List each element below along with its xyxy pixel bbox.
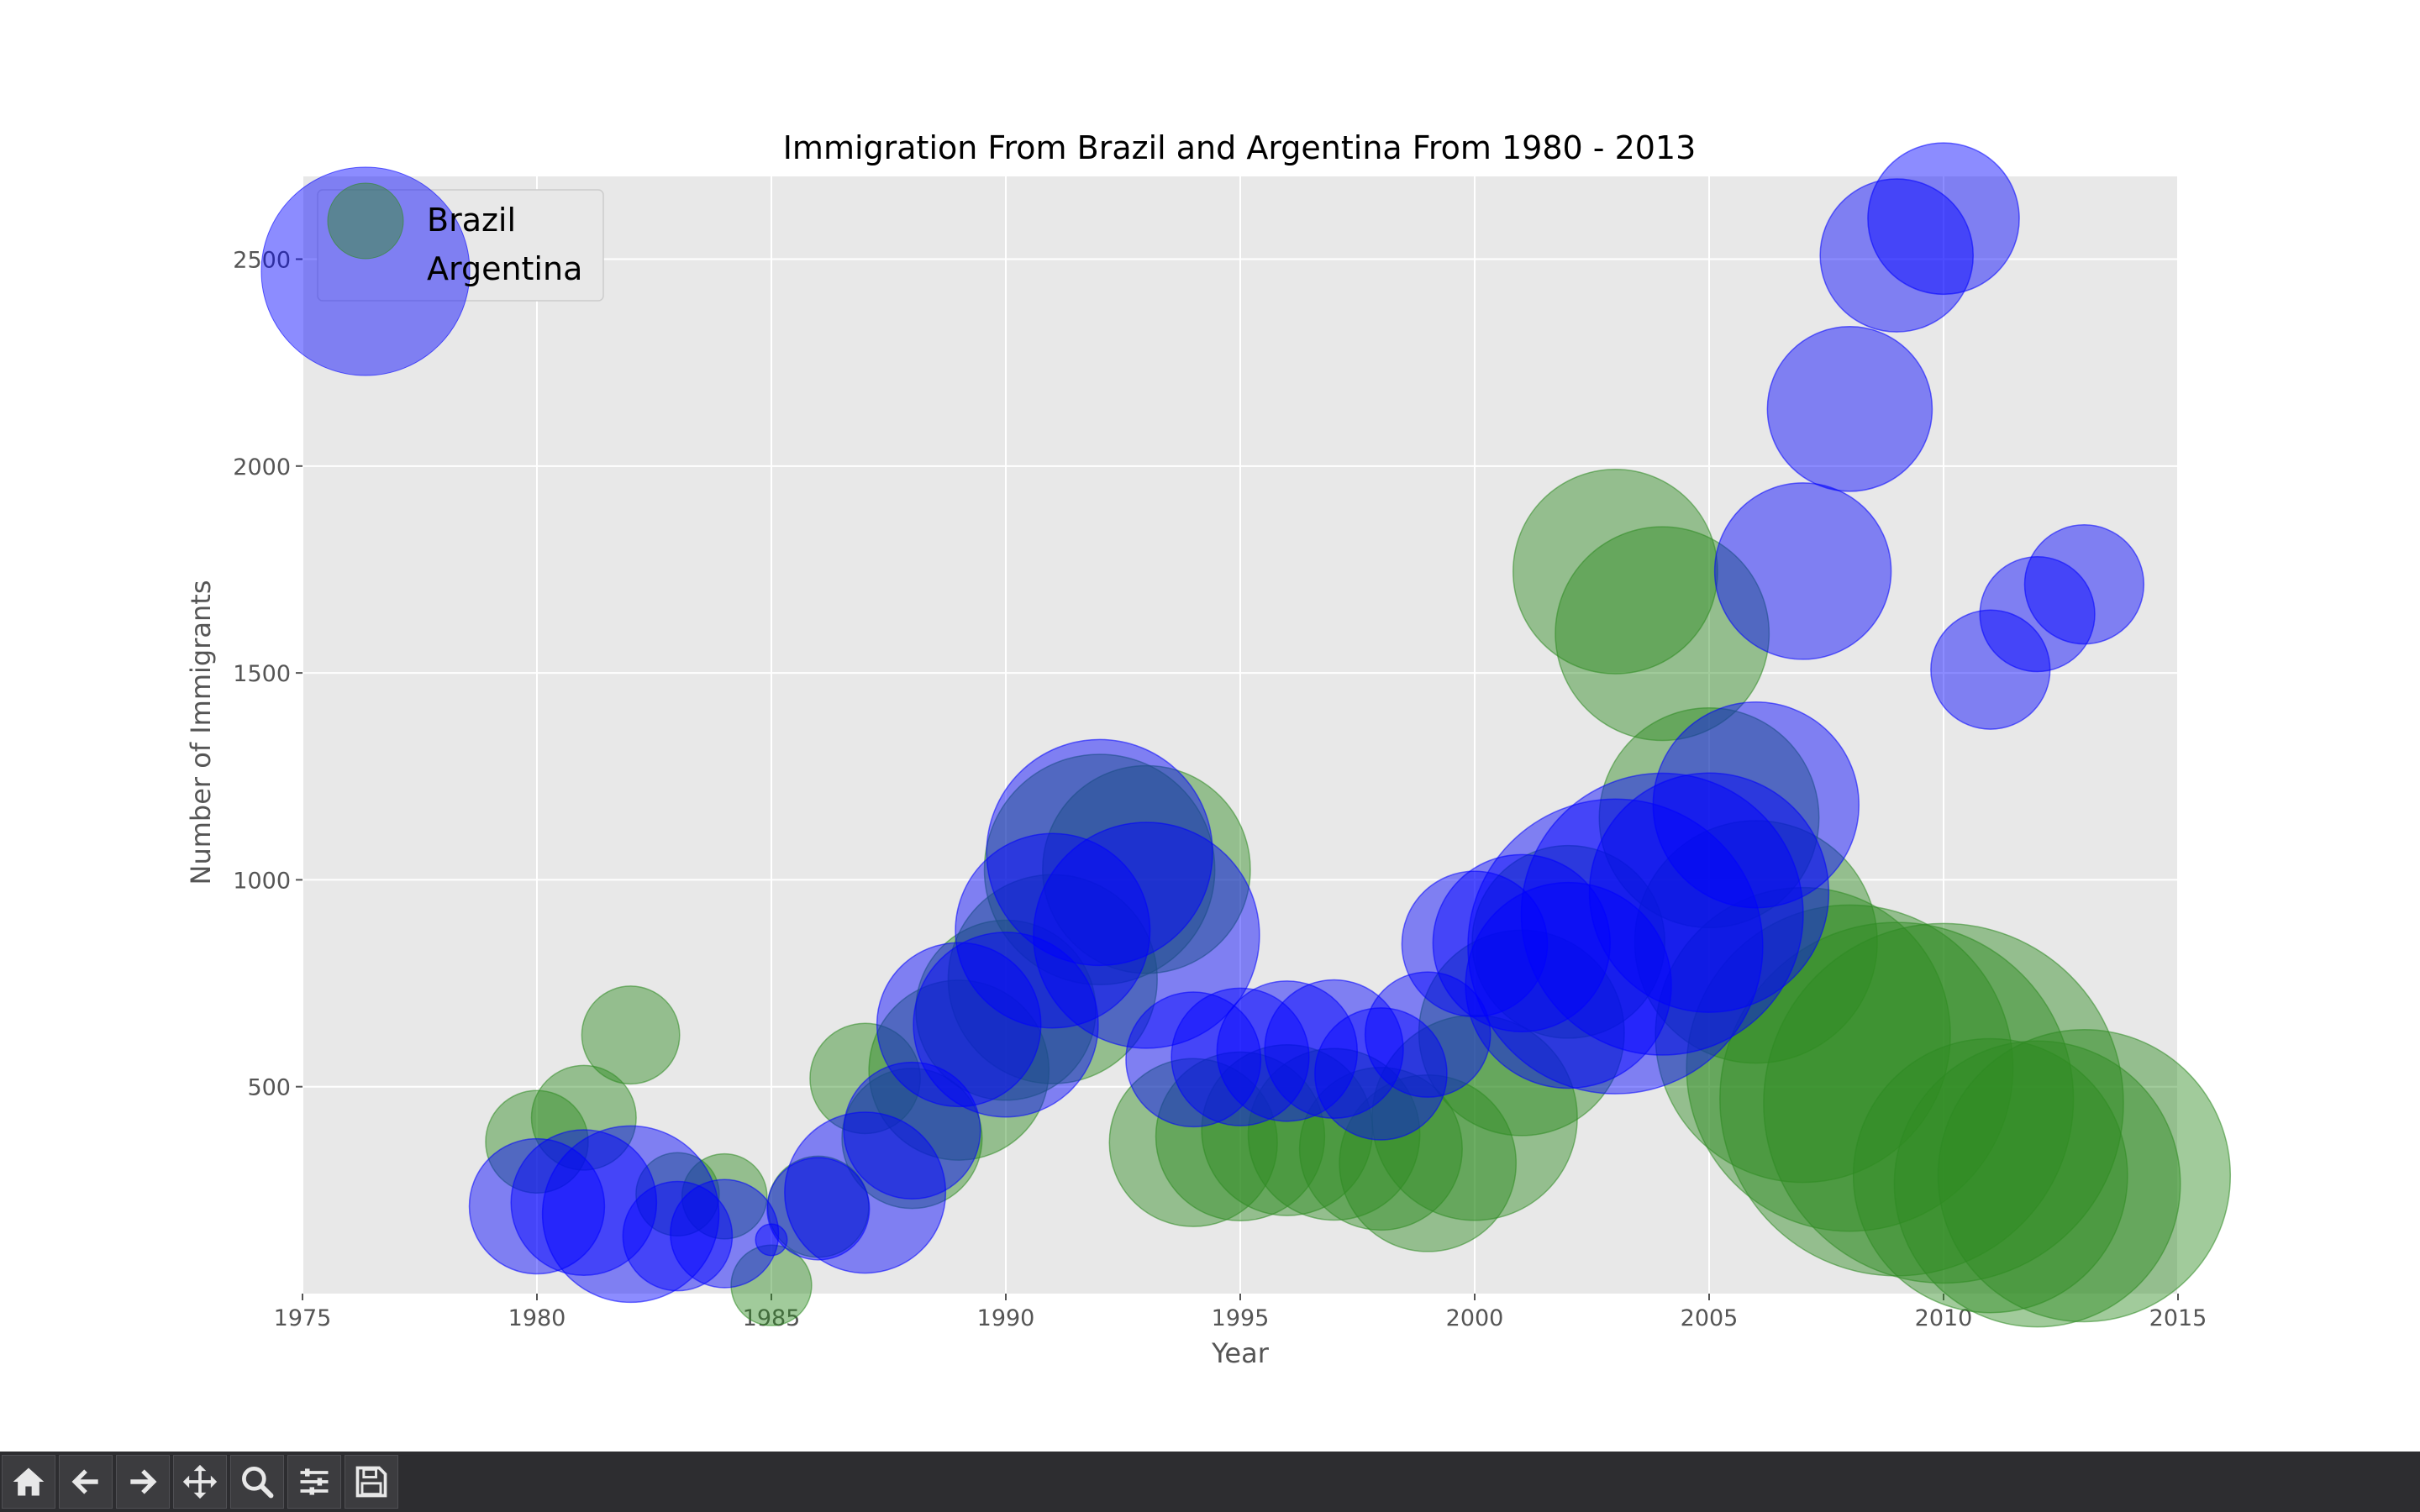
bubble-brazil-1991 bbox=[955, 832, 1151, 1029]
bubble-brazil-1983 bbox=[622, 1180, 734, 1292]
bubble-argentina-1990 bbox=[915, 919, 1097, 1101]
bubble-brazil-2004 bbox=[1520, 772, 1804, 1056]
x-axis-label: Year bbox=[1211, 1337, 1270, 1369]
bubble-brazil-1989 bbox=[876, 942, 1042, 1108]
bubble-brazil-2002 bbox=[1465, 881, 1672, 1089]
toolbar bbox=[0, 1452, 2420, 1512]
bubble-brazil-1986 bbox=[766, 1157, 871, 1261]
back-button[interactable] bbox=[59, 1455, 113, 1509]
bubble-argentina-2003 bbox=[1512, 469, 1718, 675]
bubble-argentina-1994 bbox=[1108, 1058, 1278, 1227]
x-tick-label: 2005 bbox=[1681, 1305, 1739, 1331]
bubble-argentina-1988 bbox=[841, 1068, 983, 1210]
bubble-brazil-1980 bbox=[468, 1137, 606, 1275]
home-button[interactable] bbox=[2, 1455, 55, 1509]
bubble-brazil-1994 bbox=[1125, 991, 1262, 1128]
legend-marker-brazil bbox=[327, 182, 404, 260]
bubble-argentina-1984 bbox=[681, 1152, 768, 1240]
home-icon bbox=[13, 1467, 45, 1496]
bubble-argentina-1998 bbox=[1298, 1067, 1463, 1231]
legend-label-brazil: Brazil bbox=[427, 202, 516, 239]
bubble-argentina-2006 bbox=[1634, 820, 1878, 1064]
bubbles bbox=[468, 142, 2232, 1328]
x-tick-label: 2015 bbox=[2149, 1305, 2207, 1331]
bubble-brazil-2007 bbox=[1713, 482, 1892, 660]
bubble-argentina-1995 bbox=[1155, 1051, 1326, 1222]
x-tick-label: 1985 bbox=[743, 1305, 801, 1331]
bubble-argentina-2005 bbox=[1598, 707, 1820, 929]
bubble-brazil-2008 bbox=[1766, 326, 1933, 492]
bubble-argentina-2010 bbox=[1763, 922, 2124, 1284]
legend: Brazil Argentina bbox=[260, 166, 604, 376]
legend-box bbox=[317, 189, 604, 302]
bubble-brazil-2006 bbox=[1652, 701, 1860, 909]
arrow-right-icon bbox=[130, 1469, 157, 1494]
bubble-argentina-2013 bbox=[1937, 1028, 2232, 1323]
x-axis: 1975 1980 1985 1990 1995 2000 2005 2010 2015 bbox=[274, 1294, 2207, 1331]
arrow-left-icon bbox=[71, 1469, 98, 1494]
bubble-argentina-1992 bbox=[983, 753, 1216, 985]
bubble-brazil-1999 bbox=[1364, 971, 1491, 1098]
y-axis-label: Number of Immigrants bbox=[185, 580, 217, 885]
bubble-brazil-2003 bbox=[1467, 798, 1764, 1095]
bubble-argentina-2011 bbox=[1852, 1037, 2128, 1314]
legend-marker-argentina bbox=[260, 166, 471, 376]
bubble-argentina-2008 bbox=[1686, 904, 2014, 1232]
grid bbox=[302, 176, 2179, 1294]
bubble-brazil-1981 bbox=[510, 1129, 658, 1276]
bubble-argentina-1993 bbox=[1042, 764, 1251, 974]
bubble-brazil-2005 bbox=[1588, 772, 1830, 1013]
bubble-brazil-1990 bbox=[913, 932, 1099, 1118]
bubble-argentina-2012 bbox=[1893, 1040, 2181, 1328]
x-tick-label: 1975 bbox=[274, 1305, 332, 1331]
save-button[interactable] bbox=[345, 1455, 398, 1509]
bubble-brazil-1988 bbox=[843, 1061, 981, 1200]
bubble-brazil-1995 bbox=[1171, 987, 1310, 1126]
bubble-argentina-2007 bbox=[1655, 886, 1951, 1184]
x-tick-label: 1990 bbox=[977, 1305, 1035, 1331]
bubble-brazil-1998 bbox=[1314, 1007, 1448, 1141]
bubble-argentina-1987 bbox=[809, 1022, 921, 1135]
y-tick-label: 1000 bbox=[233, 868, 291, 894]
bubble-argentina-2001 bbox=[1418, 929, 1625, 1137]
y-tick-label: 500 bbox=[247, 1075, 291, 1101]
magnifier-icon bbox=[242, 1467, 274, 1499]
bubble-brazil-1993 bbox=[1033, 822, 1260, 1049]
bubble-argentina-1983 bbox=[635, 1152, 720, 1237]
bubble-brazil-2011 bbox=[1930, 609, 2051, 730]
chart-title: Immigration From Brazil and Argentina Fr… bbox=[783, 129, 1697, 166]
bubble-brazil-1984 bbox=[670, 1179, 780, 1289]
bubble-brazil-1985 bbox=[755, 1223, 788, 1257]
bubble-brazil-2010 bbox=[1867, 142, 2020, 296]
figure: Immigration From Brazil and Argentina Fr… bbox=[185, 129, 2232, 1369]
y-tick-label: 2000 bbox=[233, 454, 291, 480]
bubble-argentina-1982 bbox=[581, 985, 681, 1085]
x-tick-label: 2000 bbox=[1446, 1305, 1504, 1331]
move-icon bbox=[182, 1464, 218, 1499]
x-tick-label: 1980 bbox=[508, 1305, 566, 1331]
pan-button[interactable] bbox=[173, 1455, 227, 1509]
floppy-disk-icon bbox=[355, 1466, 387, 1498]
bubble-argentina-2000 bbox=[1371, 1014, 1578, 1221]
bubble-brazil-1992 bbox=[986, 738, 1213, 967]
zoom-button[interactable] bbox=[230, 1455, 284, 1509]
bubble-brazil-1996 bbox=[1216, 980, 1359, 1122]
x-tick-label: 1995 bbox=[1212, 1305, 1270, 1331]
bubble-argentina-1981 bbox=[530, 1064, 637, 1171]
bubble-brazil-2001 bbox=[1432, 853, 1611, 1032]
bubble-argentina-1985 bbox=[730, 1244, 813, 1326]
legend-label-argentina: Argentina bbox=[427, 250, 582, 287]
chart: Immigration From Brazil and Argentina Fr… bbox=[185, 129, 2232, 1369]
y-tick-label: 1500 bbox=[233, 661, 291, 687]
bubble-brazil-1982 bbox=[541, 1125, 720, 1304]
configure-subplots-button[interactable] bbox=[287, 1455, 341, 1509]
bubble-brazil-2013 bbox=[2023, 524, 2145, 645]
sliders-icon bbox=[300, 1468, 329, 1495]
bubble-argentina-1991 bbox=[947, 874, 1158, 1084]
forward-button[interactable] bbox=[116, 1455, 170, 1509]
bubble-brazil-2012 bbox=[1979, 556, 2096, 673]
bubble-brazil-1987 bbox=[784, 1111, 947, 1274]
